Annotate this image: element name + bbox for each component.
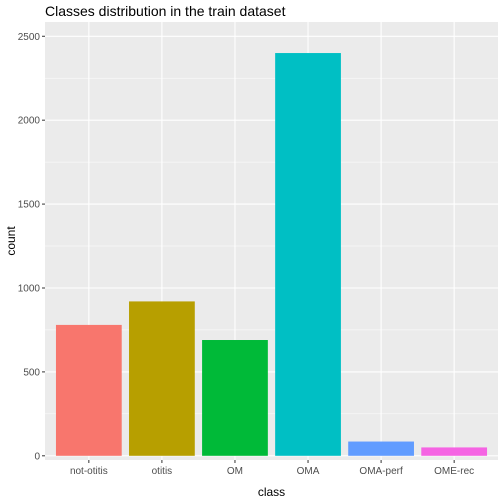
x-tick-label: OMA — [297, 466, 320, 477]
bar-oma-perf — [348, 442, 414, 456]
bar-ome-rec — [421, 447, 487, 455]
x-axis-title: class — [258, 485, 285, 499]
x-tick-label: not-otitis — [70, 466, 108, 477]
y-tick-label: 1500 — [18, 200, 41, 211]
bar-otitis — [129, 301, 195, 455]
x-tick-label: otitis — [152, 466, 173, 477]
y-tick-label: 500 — [23, 367, 40, 378]
bar-not-otitis — [56, 325, 122, 456]
y-tick-label: 0 — [34, 451, 40, 462]
bar-om — [202, 340, 268, 456]
bar-oma — [275, 53, 341, 456]
x-tick-label: OM — [227, 466, 243, 477]
chart-title: Classes distribution in the train datase… — [45, 3, 286, 19]
x-tick-label: OME-rec — [434, 466, 474, 477]
y-tick-label: 1000 — [18, 283, 41, 294]
y-tick-label: 2500 — [18, 32, 41, 43]
y-tick-label: 2000 — [18, 116, 41, 127]
x-tick-label: OMA-perf — [359, 466, 403, 477]
y-axis-title: count — [4, 226, 18, 256]
